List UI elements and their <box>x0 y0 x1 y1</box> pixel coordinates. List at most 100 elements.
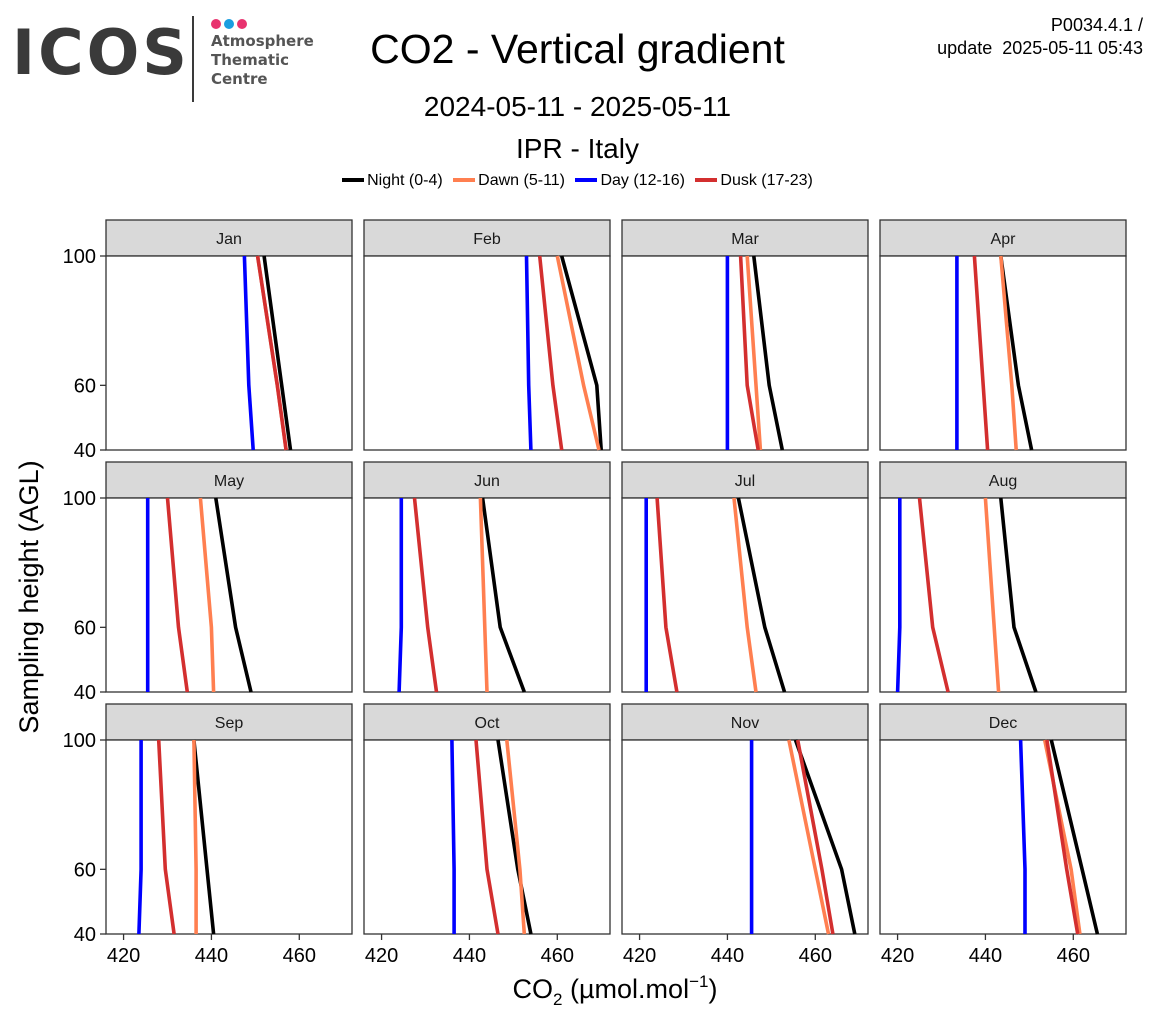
series-line <box>262 255 293 451</box>
panel-strip <box>105 703 353 741</box>
series-line <box>450 739 456 934</box>
station-name: IPR - Italy <box>516 133 639 164</box>
series-line <box>242 255 255 451</box>
date-range: 2024-05-11 - 2025-05-11 <box>423 91 732 122</box>
logo-dot <box>211 19 221 29</box>
series-line <box>999 255 1018 451</box>
x-tick-label: 460 <box>283 945 316 967</box>
x-axis-title: CO2 (µmol.mol−1) <box>513 972 718 1009</box>
x-axis-title-superscript: −1 <box>689 972 708 991</box>
series-line <box>983 497 1001 693</box>
logo-divider <box>192 16 194 102</box>
panel-label: Nov <box>731 715 759 732</box>
legend-item: Dusk (17-23) <box>695 172 813 190</box>
panel-plot-area <box>105 739 353 935</box>
panel-plot-area <box>363 739 611 935</box>
series-line <box>559 255 603 451</box>
series-line <box>480 497 526 693</box>
panel-plot-area <box>879 739 1127 935</box>
legend-label: Day (12-16) <box>600 172 685 189</box>
legend: Night (0-4) Dawn (5-11) Day (12-16) Dusk… <box>0 172 1155 190</box>
panel-label: Mar <box>731 231 759 248</box>
series-line <box>165 497 190 693</box>
x-axis-title-subscript: 2 <box>553 990 562 1009</box>
panel-strip <box>105 219 353 257</box>
y-tick-label: 100 <box>63 488 96 510</box>
panel-strip <box>879 703 1127 741</box>
series-line <box>793 739 857 935</box>
series-line <box>214 497 253 693</box>
series-line <box>655 497 679 693</box>
x-tick-label: 440 <box>969 945 1002 967</box>
series-line <box>555 255 601 451</box>
panel-label: Sep <box>215 715 244 732</box>
panel-dec: Dec 420 440 460 <box>879 703 1127 967</box>
panel-jan: Jan 40 60 100 <box>63 219 353 462</box>
panel-plot-area <box>363 255 611 451</box>
series-line <box>787 739 831 935</box>
panel-label: Dec <box>989 715 1017 732</box>
series-line <box>732 497 758 693</box>
series-line <box>752 255 785 451</box>
panel-label: Aug <box>989 473 1017 490</box>
panel-jun: Jun <box>363 461 611 693</box>
legend-key <box>695 177 718 182</box>
series-line <box>496 739 533 935</box>
logo-line: Centre <box>211 70 268 88</box>
x-tick-label: 460 <box>541 945 574 967</box>
legend-key <box>575 177 598 182</box>
series-line <box>478 497 489 693</box>
panel-strip <box>621 219 869 257</box>
panel-jul: Jul <box>621 461 869 693</box>
series-line <box>736 497 787 693</box>
series-line <box>192 739 198 934</box>
panel-feb: Feb <box>363 219 611 451</box>
series-line <box>745 255 763 451</box>
x-axis-title-unit: (µmol.mol <box>563 974 690 1004</box>
y-tick-label: 60 <box>74 859 96 881</box>
legend-label: Dawn (5-11) <box>478 172 565 189</box>
series-line <box>999 497 1038 693</box>
series-line <box>972 255 990 451</box>
x-tick-label: 420 <box>881 945 914 967</box>
legend-label: Dusk (17-23) <box>720 172 813 189</box>
chart-title: CO2 - Vertical gradient <box>370 26 785 72</box>
panel-strip <box>105 461 353 499</box>
series-line <box>137 740 143 935</box>
legend-item: Day (12-16) <box>575 172 685 190</box>
series-line <box>1045 739 1080 935</box>
panel-label: Jun <box>474 473 500 490</box>
x-tick-label: 420 <box>107 945 140 967</box>
y-tick-label: 40 <box>74 440 96 462</box>
logo-line: Thematic <box>211 51 290 69</box>
x-tick-label: 440 <box>711 945 744 967</box>
legend-item: Night (0-4) <box>342 172 443 190</box>
series-line <box>192 739 216 935</box>
panel-strip <box>621 703 869 741</box>
series-line <box>255 255 288 451</box>
y-tick-label: 40 <box>74 682 96 704</box>
y-tick-label: 60 <box>74 375 96 397</box>
x-axis-title-close: ) <box>708 974 717 1004</box>
series-line <box>412 497 439 693</box>
panel-label: Oct <box>475 715 500 732</box>
version-info: P0034.4.1 / update 2025-05-11 05:43 <box>937 14 1143 60</box>
series-line <box>524 255 533 451</box>
x-tick-label: 440 <box>195 945 228 967</box>
panel-strip <box>363 703 611 741</box>
panel-strip <box>879 219 1127 257</box>
panel-apr: Apr <box>879 219 1127 451</box>
logo-dot <box>224 19 234 29</box>
legend-label: Night (0-4) <box>367 172 443 189</box>
legend-item: Dawn (5-11) <box>453 172 565 190</box>
x-tick-label: 440 <box>453 945 486 967</box>
series-line <box>1049 739 1100 935</box>
panel-label: May <box>214 473 244 490</box>
panel-strip <box>363 461 611 499</box>
panel-label: Feb <box>473 231 501 248</box>
x-axis-title-main: CO <box>513 974 554 1004</box>
series-line <box>198 497 216 693</box>
panel-mar: Mar <box>621 219 869 451</box>
logo-dots <box>211 16 250 34</box>
